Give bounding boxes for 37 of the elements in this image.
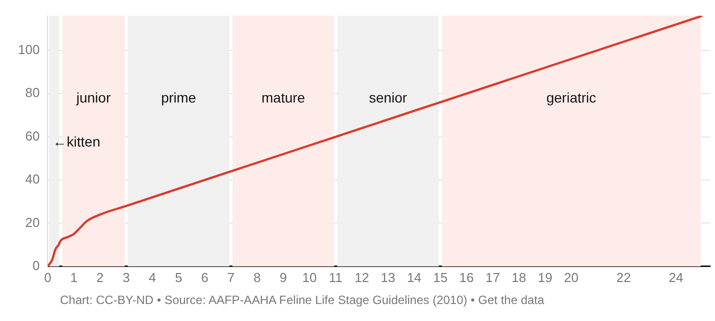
band-label: geriatric — [546, 89, 596, 106]
y-tick-label: 40 — [25, 172, 40, 187]
x-tick-label: 22 — [616, 270, 631, 285]
x-tick-label: 6 — [201, 270, 208, 285]
x-tick-label: 13 — [380, 270, 396, 285]
x-tick-label: 12 — [354, 270, 370, 285]
band-label: senior — [368, 89, 408, 106]
y-tick-label: 0 — [32, 258, 40, 273]
y-tick-label: 80 — [25, 85, 40, 100]
x-tick-label: 11 — [328, 270, 342, 285]
x-tick-label: 20 — [564, 270, 578, 285]
x-tick-label: 3 — [122, 270, 130, 285]
x-tick-label: 5 — [174, 270, 182, 285]
band-label: ←kitten — [52, 133, 100, 150]
y-tick-label: 100 — [18, 42, 40, 57]
x-tick-label: 9 — [280, 270, 287, 285]
x-tick-label: 10 — [302, 270, 317, 285]
x-tick-label: 17 — [485, 270, 500, 285]
x-tick-label: 15 — [433, 270, 448, 285]
band-label: junior — [75, 89, 111, 106]
y-tick-label: 20 — [25, 214, 40, 230]
y-tick-label: 60 — [25, 128, 40, 144]
x-tick-label: 14 — [406, 270, 422, 285]
band-label: mature — [262, 89, 306, 106]
x-tick-label: 24 — [668, 270, 684, 285]
x-tick-label: 7 — [227, 270, 235, 285]
x-tick-label: 1 — [70, 270, 78, 285]
text: Chart: CC-BY-ND • Source: AAFP-AAHA Feline Life Stage Guidelines (2010) • Get the data — [60, 293, 544, 307]
x-tick-label: 4 — [148, 270, 156, 285]
band-label: prime — [161, 89, 196, 106]
x-tick-label: 2 — [96, 270, 104, 285]
x-tick-label: 16 — [459, 270, 474, 285]
x-tick-label: 0 — [44, 270, 52, 285]
x-tick-label: 8 — [254, 270, 261, 285]
line-series — [48, 16, 704, 266]
x-tick-label: 18 — [512, 270, 526, 285]
x-tick-label: 19 — [538, 270, 552, 285]
